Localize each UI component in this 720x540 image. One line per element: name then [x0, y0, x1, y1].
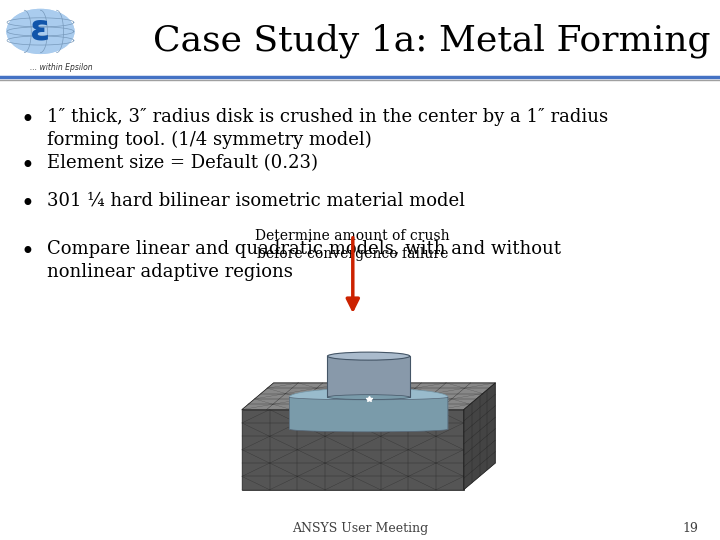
Text: •: • — [20, 154, 35, 178]
Text: Compare linear and quadratic models, with and without
nonlinear adaptive regions: Compare linear and quadratic models, wit… — [47, 240, 561, 281]
Text: •: • — [20, 240, 35, 264]
Text: ε: ε — [30, 12, 50, 46]
Text: •: • — [20, 108, 35, 132]
Text: 19: 19 — [683, 522, 698, 535]
Text: ... within Epsilon: ... within Epsilon — [30, 63, 92, 72]
Text: 1″ thick, 3″ radius disk is crushed in the center by a 1″ radius
forming tool. (: 1″ thick, 3″ radius disk is crushed in t… — [47, 108, 608, 149]
Ellipse shape — [328, 395, 410, 400]
Polygon shape — [242, 409, 464, 490]
Polygon shape — [242, 383, 495, 409]
Text: •: • — [20, 192, 35, 215]
Circle shape — [7, 10, 74, 53]
Polygon shape — [464, 383, 495, 490]
Text: Determine amount of crush
before convergence failure: Determine amount of crush before converg… — [256, 230, 450, 261]
Polygon shape — [328, 356, 410, 397]
Text: 301 ¼ hard bilinear isometric material model: 301 ¼ hard bilinear isometric material m… — [47, 192, 465, 210]
Polygon shape — [289, 388, 448, 429]
Text: ANSYS User Meeting: ANSYS User Meeting — [292, 522, 428, 535]
Text: Case Study 1a: Metal Forming: Case Study 1a: Metal Forming — [153, 23, 711, 58]
Ellipse shape — [328, 352, 410, 360]
Polygon shape — [289, 397, 448, 432]
Text: Element size = Default (0.23): Element size = Default (0.23) — [47, 154, 318, 172]
